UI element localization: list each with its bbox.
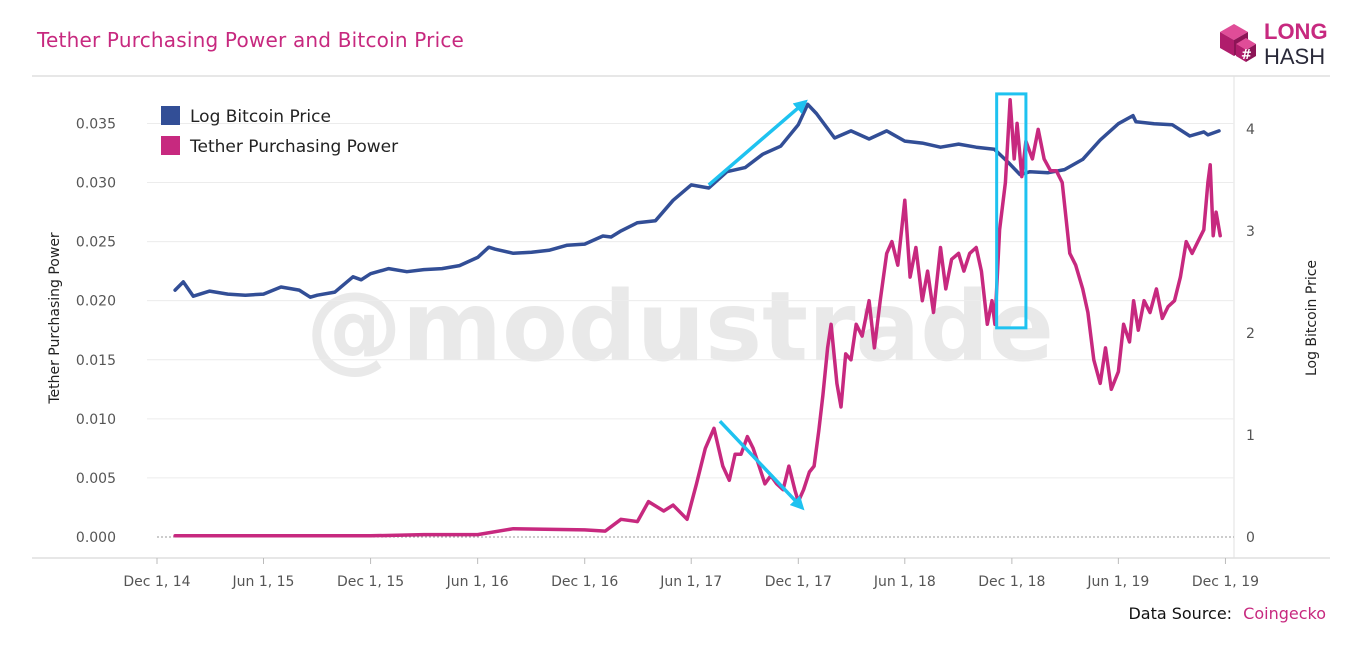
- y-left-tick-label: 0.025: [76, 235, 116, 251]
- annotation-arrow-2: [718, 420, 805, 511]
- y-left-tick-label: 0.015: [76, 353, 116, 369]
- y-left-tick-label: 0.020: [76, 294, 116, 310]
- data-source-link[interactable]: Coingecko: [1243, 604, 1326, 623]
- x-tick-label: Jun 1, 17: [659, 574, 722, 590]
- x-tick-label: Dec 1, 18: [978, 574, 1045, 590]
- x-tick-label: Dec 1, 16: [551, 574, 618, 590]
- y-right-tick-label: 1: [1246, 428, 1255, 444]
- x-tick-label: Jun 1, 16: [446, 574, 509, 590]
- x-tick-label: Dec 1, 19: [1192, 574, 1259, 590]
- logo-cube-icon: #: [1220, 24, 1256, 63]
- y-left-tick-label: 0.035: [76, 116, 116, 132]
- longhash-logo: # LONG HASH: [1216, 18, 1338, 69]
- legend-label: Tether Purchasing Power: [189, 137, 398, 157]
- x-tick-label: Dec 1, 14: [123, 574, 190, 590]
- y-right-tick-label: 0: [1246, 530, 1255, 546]
- x-tick-label: Jun 1, 15: [232, 574, 295, 590]
- annotation-arrow-1: [707, 99, 808, 187]
- logo-line2: HASH: [1264, 44, 1325, 68]
- svg-text:#: #: [1241, 48, 1252, 63]
- legend-swatch: [161, 136, 180, 155]
- legend: Log Bitcoin Price Tether Purchasing Power: [161, 106, 398, 157]
- y-left-tick-label: 0.000: [76, 530, 116, 546]
- series-layer: [173, 98, 1222, 538]
- data-source: Data Source: Coingecko: [1128, 604, 1326, 623]
- y-left-axis-title: Tether Purchasing Power: [47, 232, 63, 405]
- x-tick-label: Jun 1, 18: [873, 574, 936, 590]
- y-left-tick-label: 0.030: [76, 176, 116, 192]
- logo-line1: LONG: [1264, 19, 1328, 44]
- y-right-tick-label: 4: [1246, 122, 1255, 138]
- y-right-tick-label: 3: [1246, 224, 1255, 240]
- x-tick-label: Dec 1, 17: [765, 574, 832, 590]
- x-tick-label: Dec 1, 15: [337, 574, 404, 590]
- watermark: @modustrade: [306, 271, 1054, 383]
- annotation-layer: [707, 92, 1028, 511]
- data-source-label: Data Source:: [1128, 604, 1233, 623]
- legend-label: Log Bitcoin Price: [190, 107, 331, 127]
- page-title: Tether Purchasing Power and Bitcoin Pric…: [37, 28, 465, 52]
- y-right-tick-label: 2: [1246, 326, 1255, 342]
- y-left-tick-label: 0.005: [76, 471, 116, 487]
- tether-series-line: [173, 98, 1222, 538]
- legend-swatch: [161, 106, 180, 125]
- annotation-highlight-box: [995, 92, 1028, 330]
- bitcoin-series-line: [173, 102, 1221, 299]
- x-tick-label: Jun 1, 19: [1086, 574, 1149, 590]
- axes: 0.000 0.005 0.010 0.015 0.020 0.025 0.030 0.035…: [47, 116, 1320, 590]
- grid: [32, 75, 1330, 559]
- y-right-axis-title: Log Bitcoin Price: [1304, 260, 1320, 376]
- y-left-tick-label: 0.010: [76, 412, 116, 428]
